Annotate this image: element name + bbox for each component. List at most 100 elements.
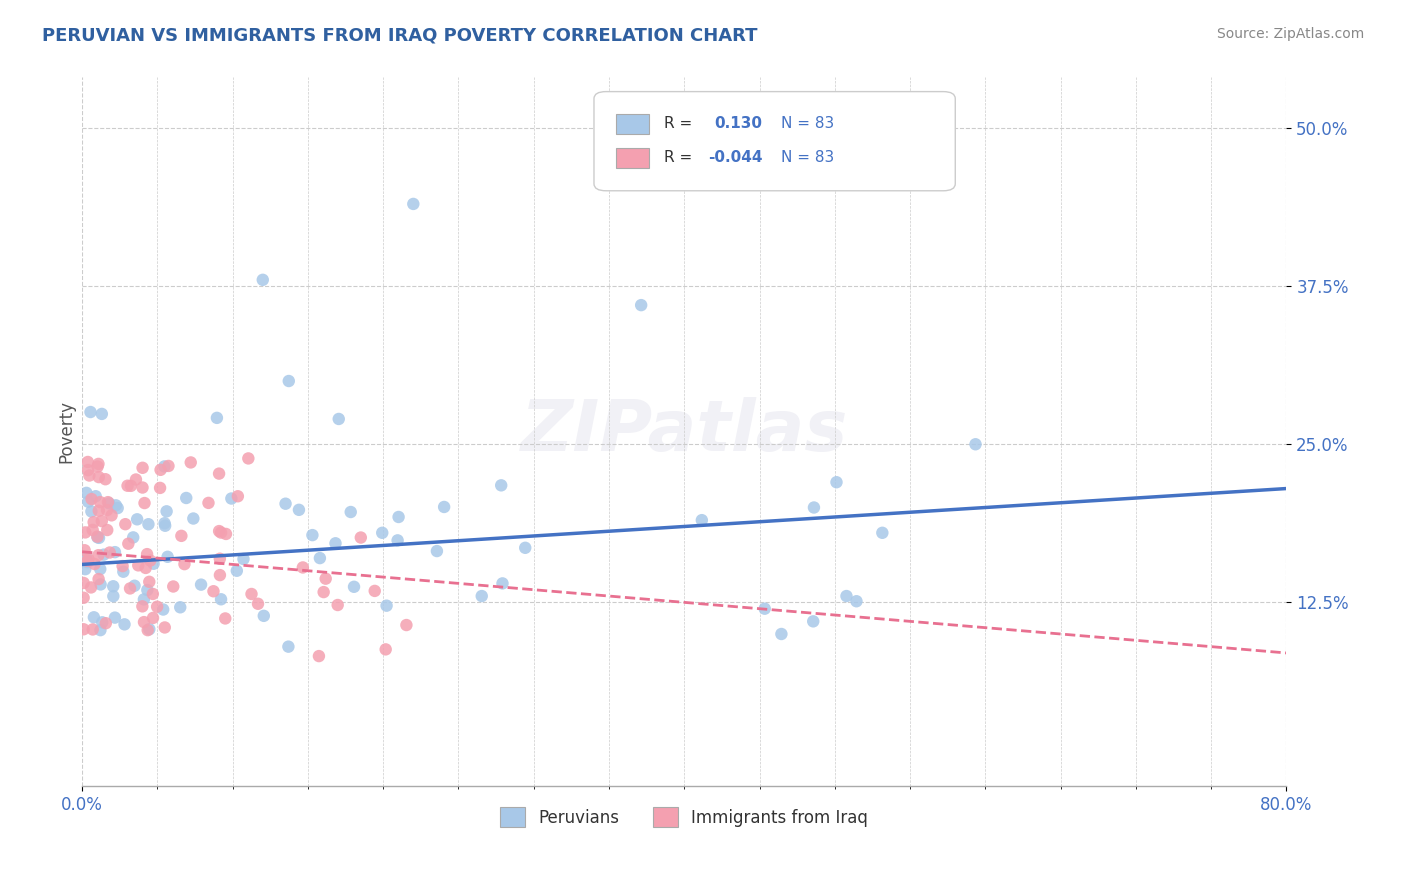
Point <box>197 496 219 510</box>
Point <box>86 530 108 544</box>
Point <box>965 437 987 451</box>
Point <box>801 615 824 629</box>
Text: N = 83: N = 83 <box>780 150 834 165</box>
Point <box>75 550 97 565</box>
Point <box>86 459 108 474</box>
Point <box>190 577 212 591</box>
Point <box>107 501 129 516</box>
Text: PERUVIAN VS IMMIGRANTS FROM IRAQ POVERTY CORRELATION CHART: PERUVIAN VS IMMIGRANTS FROM IRAQ POVERTY… <box>42 27 758 45</box>
Point <box>803 500 825 515</box>
Text: Source: ZipAtlas.com: Source: ZipAtlas.com <box>1216 27 1364 41</box>
Point <box>86 530 108 544</box>
Point <box>117 479 139 493</box>
Point <box>104 545 127 559</box>
Point <box>315 572 337 586</box>
Point <box>387 533 409 548</box>
Point <box>114 517 136 532</box>
Text: R =: R = <box>664 150 692 165</box>
Point <box>209 525 232 540</box>
Point <box>232 552 254 566</box>
Point <box>139 553 162 567</box>
Point <box>117 537 139 551</box>
Point <box>75 486 97 500</box>
Point <box>146 599 169 614</box>
Point <box>471 589 494 603</box>
Point <box>238 451 260 466</box>
FancyBboxPatch shape <box>593 92 955 191</box>
Point <box>75 525 97 540</box>
Point <box>122 530 145 544</box>
Point <box>83 610 105 624</box>
Point <box>72 591 94 605</box>
Point <box>169 600 191 615</box>
Point <box>312 585 335 599</box>
Point <box>103 579 125 593</box>
Point <box>132 592 155 607</box>
Point <box>75 562 97 576</box>
Point <box>343 580 366 594</box>
Point <box>111 559 134 574</box>
Point <box>90 514 112 528</box>
Point <box>246 597 269 611</box>
Point <box>402 197 425 211</box>
Point <box>84 489 107 503</box>
Point <box>127 512 149 526</box>
Point <box>395 618 418 632</box>
Point <box>96 523 118 537</box>
Point <box>96 503 118 517</box>
Point <box>364 583 387 598</box>
Point <box>208 524 231 538</box>
Point <box>170 529 193 543</box>
Point <box>142 557 165 571</box>
FancyBboxPatch shape <box>616 148 650 168</box>
Point <box>136 582 159 597</box>
Point <box>253 608 276 623</box>
Point <box>152 602 174 616</box>
Point <box>770 627 793 641</box>
Point <box>104 499 127 513</box>
Point <box>155 504 177 518</box>
Point <box>138 574 160 589</box>
Point <box>138 622 160 636</box>
Point <box>90 407 112 421</box>
Point <box>98 545 121 559</box>
Point <box>124 579 146 593</box>
Point <box>288 503 311 517</box>
Point <box>87 548 110 562</box>
Point <box>83 557 105 571</box>
Point <box>433 500 456 514</box>
Point <box>87 572 110 586</box>
Point <box>325 536 347 550</box>
Point <box>153 516 176 531</box>
Point <box>226 489 249 503</box>
Point <box>135 561 157 575</box>
Point <box>80 504 103 518</box>
Text: N = 83: N = 83 <box>780 116 834 131</box>
Point <box>72 622 94 636</box>
Point <box>374 642 396 657</box>
Point <box>215 527 238 541</box>
Point <box>89 495 111 509</box>
Point <box>277 640 299 654</box>
Point <box>825 475 848 490</box>
Point <box>87 504 110 518</box>
Point <box>112 565 135 579</box>
Text: 0.130: 0.130 <box>714 116 762 131</box>
Point <box>77 552 100 566</box>
Point <box>100 508 122 523</box>
Y-axis label: Poverty: Poverty <box>58 401 75 463</box>
Point <box>326 598 349 612</box>
Point <box>174 491 197 505</box>
Point <box>202 584 225 599</box>
Point <box>214 611 236 625</box>
Point <box>350 531 373 545</box>
Point <box>104 610 127 624</box>
Point <box>153 518 176 533</box>
Point <box>308 649 330 664</box>
Point <box>127 558 149 573</box>
Point <box>103 589 125 603</box>
Point <box>87 531 110 545</box>
Point <box>80 581 103 595</box>
Point <box>136 623 159 637</box>
Point <box>136 547 159 561</box>
